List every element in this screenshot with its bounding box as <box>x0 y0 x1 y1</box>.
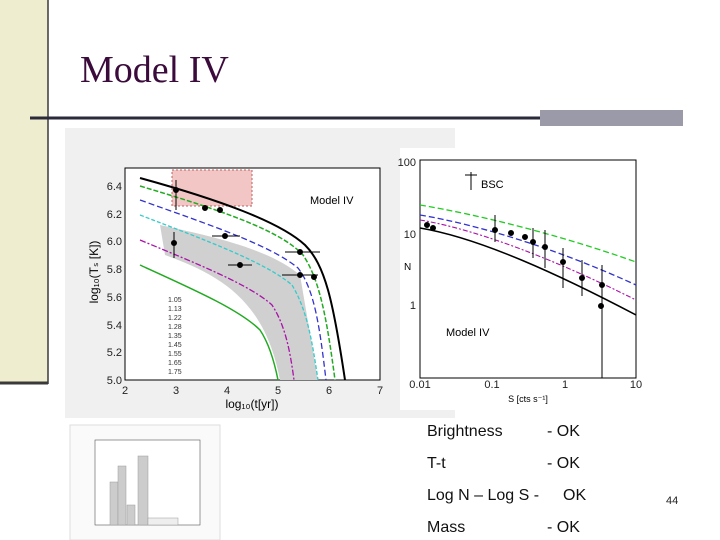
x-tick-label: 1 <box>562 379 568 391</box>
x-tick-label: 6 <box>326 385 332 397</box>
curve <box>139 264 279 381</box>
x-tick-label: 4 <box>224 385 230 397</box>
y-tick-label: 100 <box>398 157 416 169</box>
curve <box>139 214 319 381</box>
x-tick-label: 2 <box>122 385 128 397</box>
legend-entry: 1.65 <box>168 360 182 367</box>
check-item: Log N – Log S - <box>427 487 539 504</box>
legend-entry: 1.28 <box>168 324 182 331</box>
check-status: - OK <box>547 423 580 440</box>
slide-number: 44 <box>666 495 678 507</box>
check-status: - OK <box>547 519 580 536</box>
check-item: Brightness <box>427 423 503 440</box>
x-tick-label: 7 <box>377 385 383 397</box>
y-tick-label: 1 <box>410 300 416 312</box>
y-ticks: 5.0 5.2 5.4 5.6 5.8 6.0 6.2 6.4 <box>107 181 122 387</box>
y-tick-label: 5.2 <box>107 347 122 359</box>
checklist: Brightness - OK T-t - OK Log N – Log S -… <box>427 423 586 536</box>
histogram-bar <box>117 465 127 526</box>
y-tick-label: 5.0 <box>107 375 122 387</box>
y-tick-label: 5.6 <box>107 292 122 304</box>
shaded-band <box>160 225 318 380</box>
check-item: T-t <box>427 455 446 472</box>
legend-entry: 1.22 <box>168 315 182 322</box>
legend-entry: 1.35 <box>168 333 182 340</box>
curve <box>419 204 637 263</box>
legend-entry: 1.05 <box>168 297 182 304</box>
curve <box>419 214 637 286</box>
curve <box>419 219 637 301</box>
y-tick-label: 6.2 <box>107 209 122 221</box>
x-axis-label: log₁₀(t[yr]) <box>225 397 278 411</box>
slide-title: Model IV <box>80 49 229 91</box>
legend-entry: 1.13 <box>168 306 182 313</box>
marker-label: BSC <box>481 179 504 191</box>
y-ticks: 1 10 100 <box>398 157 416 312</box>
x-tick-label: 0.1 <box>484 379 499 391</box>
histogram-bar <box>147 517 179 526</box>
x-tick-label: 10 <box>630 379 642 391</box>
legend-entry: 1.45 <box>168 342 182 349</box>
y-tick-label: 6.4 <box>107 181 122 193</box>
curve <box>139 199 327 381</box>
plot-label: Model IV <box>446 327 490 339</box>
x-ticks: 2 3 4 5 6 7 <box>122 385 383 397</box>
x-axis-label: S [cts s⁻¹] <box>508 394 548 404</box>
curve <box>139 239 295 381</box>
check-status: - OK <box>547 455 580 472</box>
label-bg <box>264 178 372 206</box>
y-tick-label: 10 <box>404 229 416 241</box>
histogram-bar <box>137 455 149 526</box>
y-tick-label: 5.8 <box>107 264 122 276</box>
curve <box>419 227 637 316</box>
plot-label: Model IV <box>310 195 354 207</box>
x-ticks: 0.01 0.1 1 10 <box>409 379 642 391</box>
figure-frame <box>400 148 708 410</box>
data-points <box>424 172 605 378</box>
x-tick-label: 0.01 <box>409 379 430 391</box>
x-tick-label: 3 <box>173 385 179 397</box>
x-tick-label: 5 <box>275 385 281 397</box>
plot-area <box>419 159 637 379</box>
y-axis-label: N <box>404 262 411 273</box>
check-status: OK <box>563 487 586 504</box>
check-item: Mass <box>427 519 465 536</box>
title-block <box>540 110 683 126</box>
y-axis-label: log₁₀(Tₛ [K]) <box>87 241 101 304</box>
curve <box>139 177 346 381</box>
side-band <box>0 0 48 384</box>
histogram-bar <box>109 481 119 526</box>
legend: 1.05 1.13 1.22 1.28 1.35 1.45 1.55 1.65 … <box>168 297 182 376</box>
y-tick-label: 6.0 <box>107 236 122 248</box>
histogram-bar <box>126 504 136 526</box>
data-points <box>171 180 320 280</box>
legend-entry: 1.75 <box>168 369 182 376</box>
y-tick-label: 5.4 <box>107 320 122 332</box>
legend-entry: 1.55 <box>168 351 182 358</box>
